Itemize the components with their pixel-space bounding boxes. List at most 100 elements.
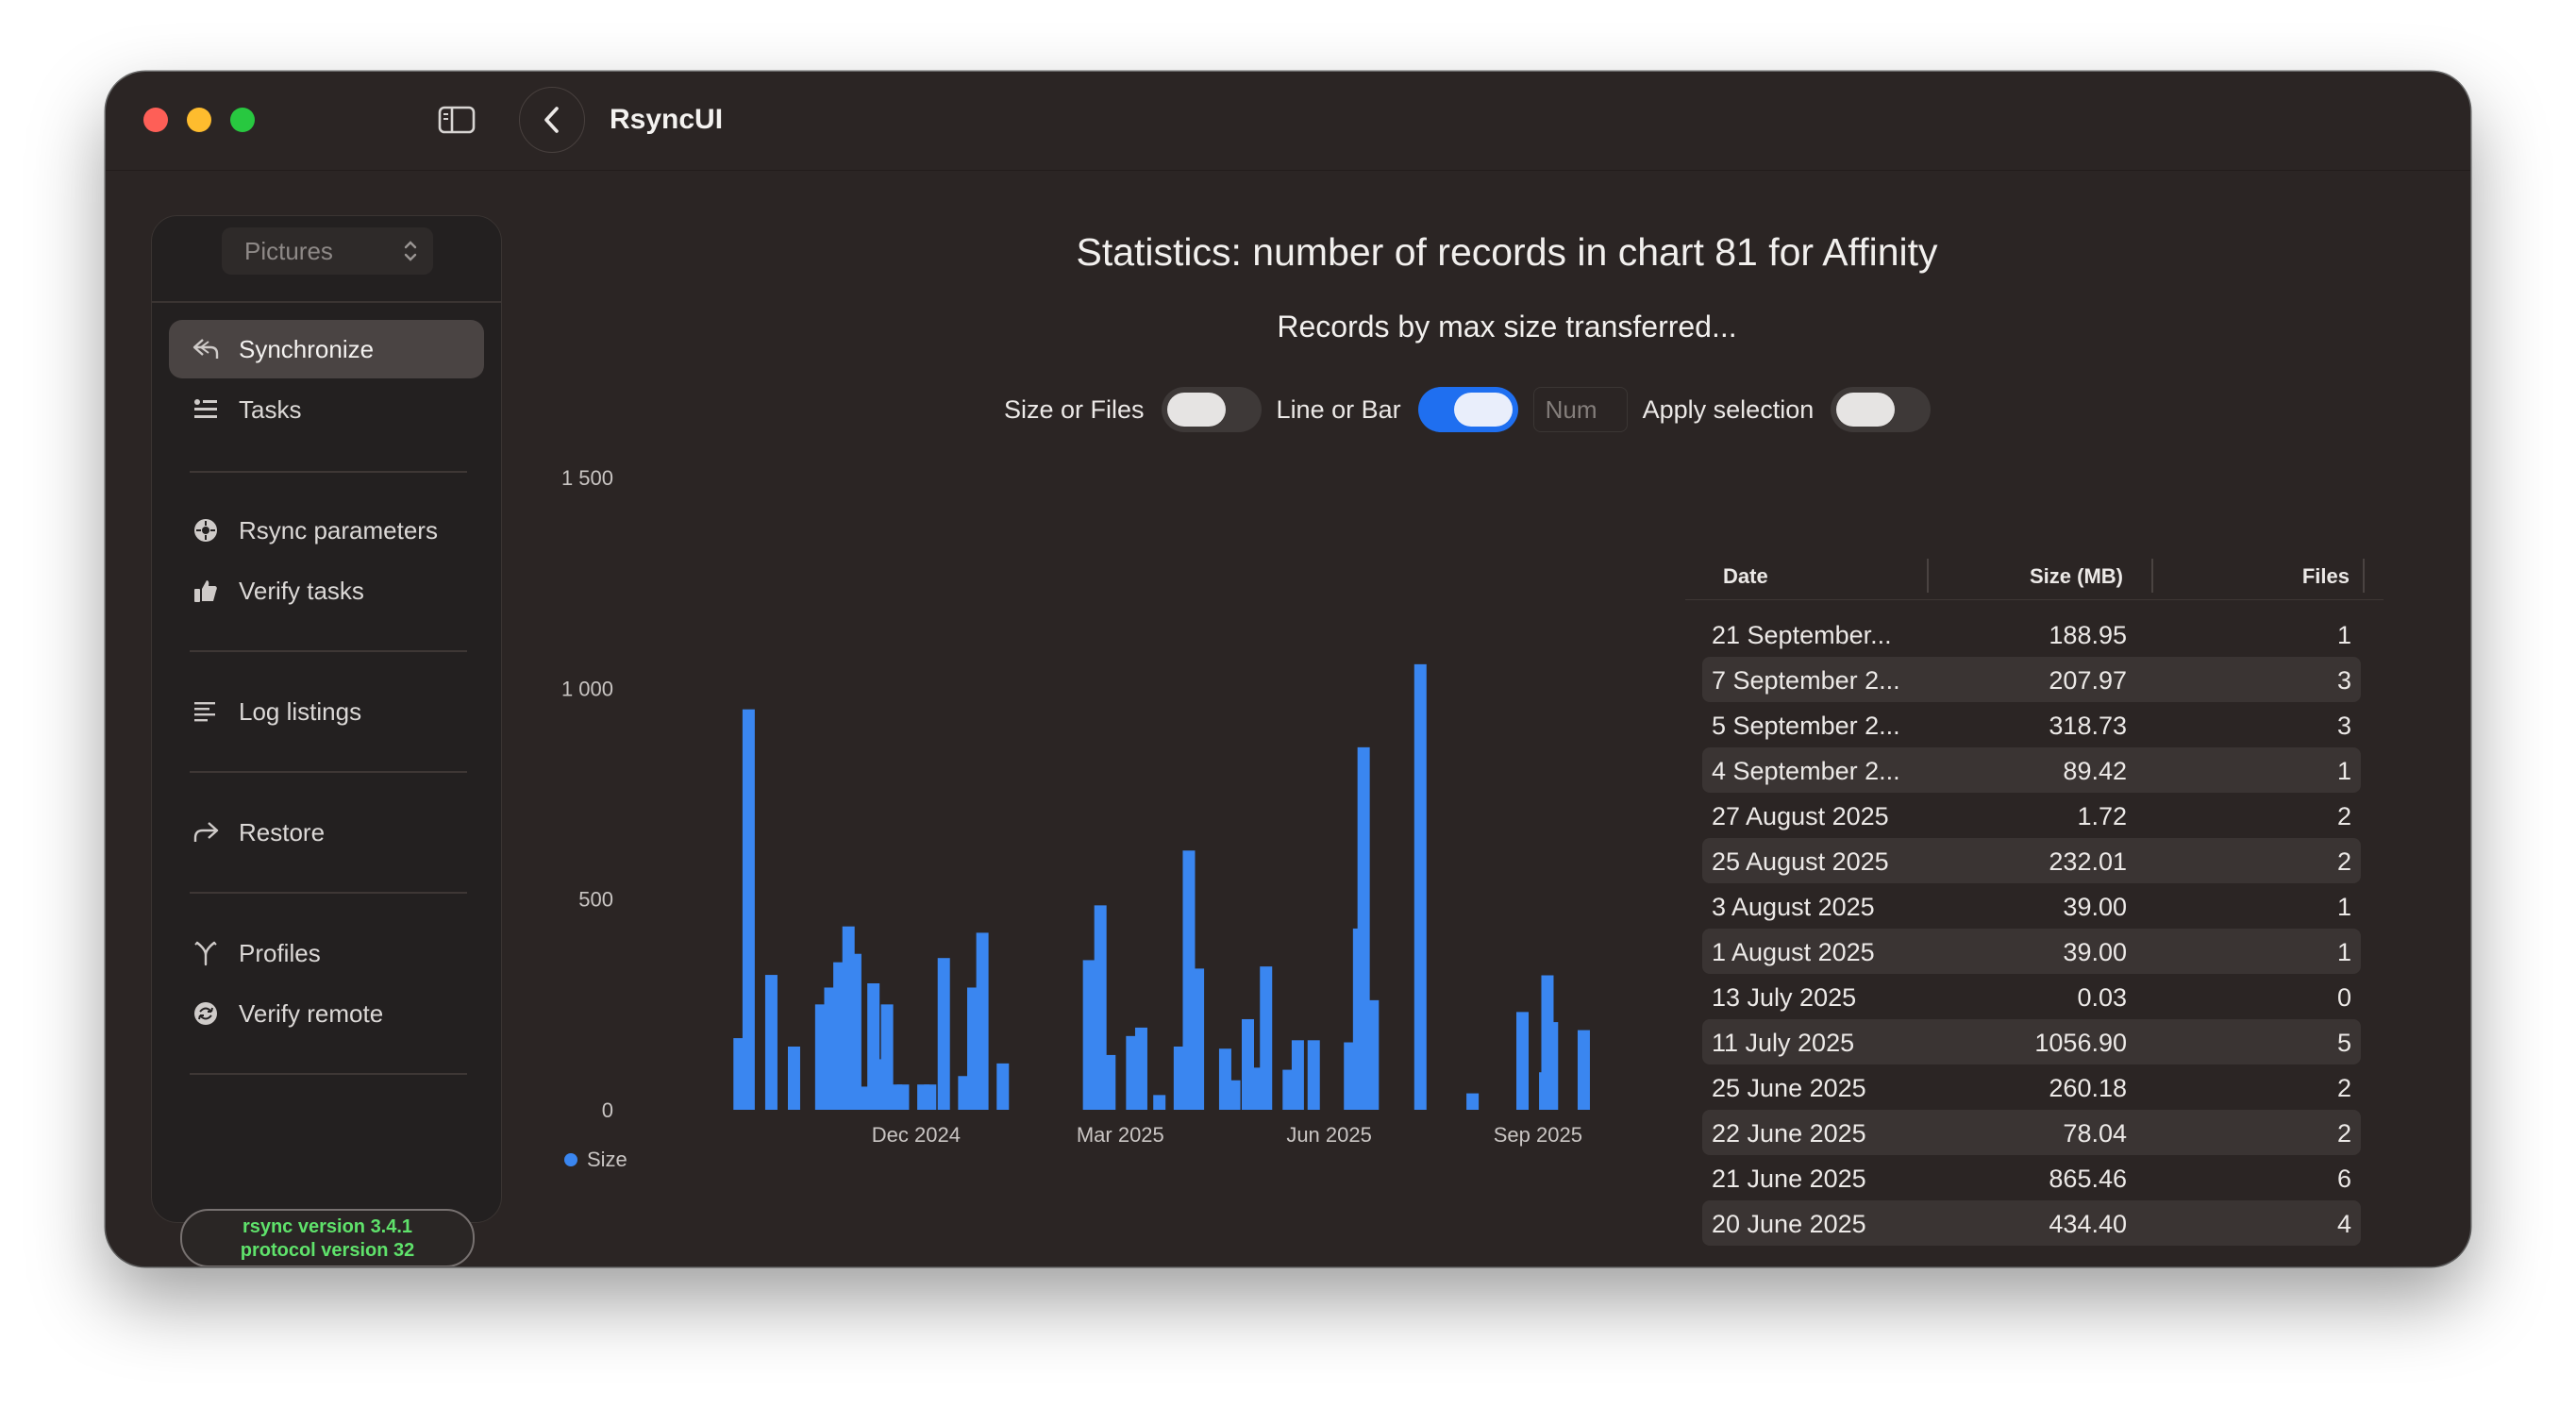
thumbs-up-icon [192,577,220,605]
chart-controls: Size or Files Line or Bar Num Apply sele… [1004,383,1946,436]
table-row[interactable]: 11 July 2025 1056.90 5 [1702,1019,2361,1064]
sidebar-item-synchronize[interactable]: Synchronize [169,320,484,378]
close-window-button[interactable] [143,108,168,132]
restore-icon [192,818,220,846]
table-cell-files: 6 [2336,1165,2351,1193]
table-row[interactable]: 22 June 2025 78.04 2 [1702,1110,2361,1155]
chart-bar [848,953,861,1110]
table-cell-size: 207.97 [2049,666,2127,695]
profile-picker[interactable]: Pictures [222,227,433,275]
chart-bar [1134,1027,1147,1110]
column-header-date[interactable]: Date [1723,564,1768,588]
chart-bar [896,1084,910,1110]
sidebar: Pictures Synchronize Tasks Rsync paramet [151,215,502,1266]
column-divider [1927,559,1929,593]
sidebar-divider [190,650,467,652]
sidebar-item-tasks[interactable]: Tasks [169,380,484,439]
column-divider [2363,559,2365,593]
chart-bar [1082,960,1096,1110]
chart-bar [1577,1030,1590,1110]
line-or-bar-label: Line or Bar [1276,394,1401,424]
table-cell-files: 2 [2336,802,2351,830]
chart-bar [1546,1022,1559,1110]
chart-bar [996,1063,1010,1110]
y-axis-tick-label: 500 [578,888,613,912]
table-cell-files: 2 [2336,1119,2351,1148]
table-cell-size: 865.46 [2049,1165,2127,1193]
chart-bar [937,958,950,1110]
protocol-version-text: protocol version 32 [240,1240,415,1261]
table-cell-size: 89.42 [2063,757,2127,785]
table-row[interactable]: 5 September 2... 318.73 3 [1702,702,2361,747]
sidebar-item-label: Profiles [239,938,321,967]
table-cell-files: 0 [2336,983,2351,1012]
apply-selection-label: Apply selection [1642,394,1815,424]
table-cell-files: 2 [2336,847,2351,876]
apply-selection-toggle[interactable] [1831,387,1932,432]
x-axis-tick-label: Dec 2024 [872,1123,961,1147]
sidebar-item-verify-remote[interactable]: Verify remote [169,984,484,1043]
table-cell-files: 2 [2336,1074,2351,1102]
table-row[interactable]: 27 August 2025 1.72 2 [1702,793,2361,838]
back-button[interactable] [519,87,585,153]
chart-bar [1260,966,1273,1110]
table-row[interactable]: 1 August 2025 39.00 1 [1702,929,2361,974]
column-header-files[interactable]: Files [2301,564,2350,588]
app-title: RsyncUI [610,104,724,135]
chart-bar [880,1004,894,1110]
sidebar-divider [190,771,467,773]
sidebar-divider [152,301,501,303]
sidebar-item-rsync-parameters[interactable]: Rsync parameters [169,501,484,560]
table-cell-date: 22 June 2025 [1712,1119,1866,1148]
minimize-window-button[interactable] [187,108,211,132]
chart-bar [1153,1095,1166,1110]
table-cell-files: 1 [2336,757,2351,785]
table-row[interactable]: 13 July 2025 0.03 0 [1702,974,2361,1019]
table-cell-date: 1 August 2025 [1712,938,1875,966]
num-input[interactable]: Num [1532,387,1628,432]
tasks-icon [192,395,220,424]
table-cell-date: 27 August 2025 [1712,802,1889,830]
table-row[interactable]: 3 August 2025 39.00 1 [1702,883,2361,929]
table-row[interactable]: 4 September 2... 89.42 1 [1702,747,2361,793]
table-row[interactable]: 21 June 2025 865.46 6 [1702,1155,2361,1200]
app-window: RsyncUI Pictures Synchronize Tasks [106,72,2470,1266]
table-row[interactable]: 25 June 2025 260.18 2 [1702,1064,2361,1110]
sidebar-toggle-icon[interactable] [438,106,476,134]
x-axis-tick-label: Mar 2025 [1077,1123,1164,1147]
sidebar-divider [190,1073,467,1075]
size-bar-chart: 1 500 1 000 500 0 Dec 2024 Mar 2025 Jun 2025 Se… [561,466,1590,1147]
table-row[interactable]: 7 September 2... 207.97 3 [1702,657,2361,702]
size-or-files-toggle[interactable] [1161,387,1262,432]
column-divider [2151,559,2153,593]
table-cell-files: 1 [2336,893,2351,921]
sidebar-item-profiles[interactable]: Profiles [169,924,484,982]
rsync-version-badge[interactable]: rsync version 3.4.1 protocol version 32 [180,1209,475,1266]
zoom-window-button[interactable] [230,108,255,132]
line-or-bar-toggle[interactable] [1417,387,1518,432]
chart-bar [1291,1040,1304,1110]
chart-bar [742,709,755,1110]
sidebar-item-label: Restore [239,817,326,846]
sidebar-item-verify-tasks[interactable]: Verify tasks [169,562,484,620]
table-cell-files: 3 [2336,666,2351,695]
profiles-icon [192,939,220,967]
sidebar-item-restore[interactable]: Restore [169,803,484,862]
table-cell-size: 78.04 [2063,1119,2127,1148]
chart-bar [1466,1093,1480,1110]
sidebar-item-log-listings[interactable]: Log listings [169,682,484,741]
table-cell-files: 1 [2336,938,2351,966]
table-cell-files: 5 [2336,1029,2351,1057]
title-bar: RsyncUI [106,72,2470,170]
column-header-size[interactable]: Size (MB) [2030,564,2123,588]
chart-bar [1366,999,1380,1110]
sidebar-divider [190,471,467,473]
table-row[interactable]: 20 June 2025 434.40 4 [1702,1200,2361,1246]
table-cell-size: 39.00 [2063,893,2127,921]
sidebar-item-label: Tasks [239,394,302,424]
table-cell-size: 188.95 [2049,621,2127,649]
sidebar-item-label: Verify tasks [239,576,364,605]
table-row[interactable]: 21 September... 188.95 1 [1702,612,2361,657]
chart-bar [787,1047,800,1110]
table-row[interactable]: 25 August 2025 232.01 2 [1702,838,2361,883]
